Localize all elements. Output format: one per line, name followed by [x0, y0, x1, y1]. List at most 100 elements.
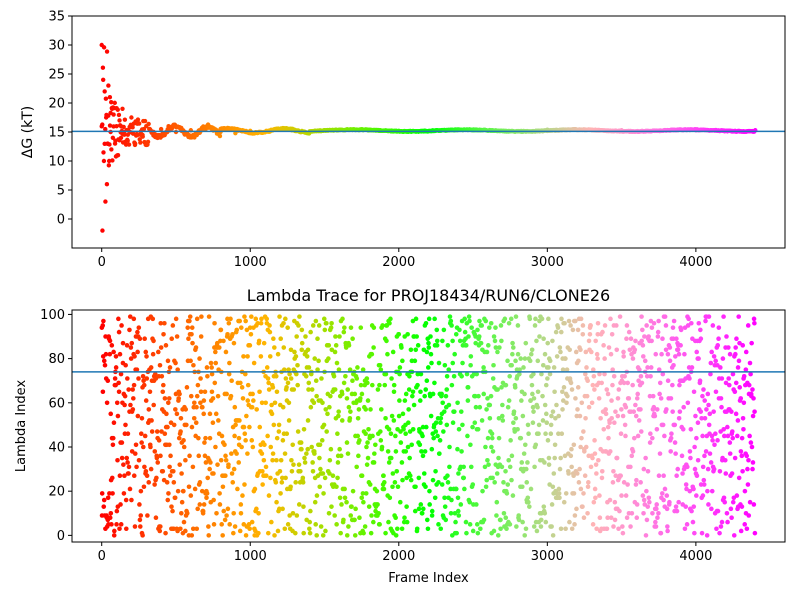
lambda-point [123, 526, 129, 532]
lambda-point [628, 464, 633, 470]
lambda-point [450, 360, 456, 366]
lambda-point [642, 358, 648, 364]
lambda-point [187, 314, 193, 319]
lambda-point [365, 440, 370, 445]
lambda-point [156, 349, 161, 355]
delta-g-y-tick-label: 0 [57, 213, 65, 228]
lambda-point [101, 497, 107, 503]
lambda-point [661, 473, 666, 479]
lambda-point [433, 420, 439, 425]
lambda-point [593, 462, 599, 467]
delta-g-point [117, 138, 122, 143]
lambda-point [477, 404, 483, 410]
lambda-point [185, 325, 191, 330]
lambda-point [321, 316, 327, 322]
lambda-point [551, 365, 557, 370]
lambda-point [155, 460, 161, 465]
lambda-point [563, 491, 569, 496]
lambda-point [324, 429, 329, 434]
lambda-point [341, 329, 347, 335]
lambda-point [500, 418, 506, 423]
delta-g-point [217, 133, 223, 139]
lambda-point [583, 371, 588, 377]
lambda-point [238, 502, 244, 507]
lambda-point [255, 320, 260, 326]
lambda-point [163, 343, 169, 348]
lambda-point [371, 519, 376, 525]
lambda-point [322, 327, 328, 333]
lambda-point [561, 499, 567, 505]
lambda-point [363, 407, 369, 412]
lambda-point [647, 440, 653, 445]
lambda-point [644, 488, 649, 494]
lambda-point [494, 471, 500, 476]
lambda-point [323, 407, 329, 412]
lambda-point [327, 404, 332, 410]
lambda-point [514, 524, 519, 529]
lambda-point [154, 429, 160, 434]
lambda-point [654, 407, 660, 412]
lambda-point [211, 497, 216, 503]
lambda-point [557, 495, 562, 501]
lambda-point [410, 393, 415, 399]
lambda-point [639, 338, 645, 344]
lambda-point [659, 351, 664, 357]
lambda-point [308, 508, 313, 514]
lambda-point [489, 431, 495, 437]
lambda-point [174, 411, 180, 417]
lambda-point [380, 323, 385, 328]
lambda-point [516, 517, 522, 523]
lambda-point [233, 422, 238, 428]
lambda-point [409, 442, 415, 448]
lambda-point [429, 508, 435, 514]
lambda-point [206, 314, 212, 319]
lambda-point [488, 393, 494, 399]
lambda-point [660, 371, 666, 377]
lambda-point [650, 510, 655, 516]
lambda-point [578, 316, 584, 322]
lambda-point [505, 358, 510, 364]
lambda-point [404, 504, 409, 509]
lambda-point [225, 332, 230, 337]
lambda-point [644, 323, 649, 328]
lambda-point [393, 533, 399, 538]
lambda-point [729, 409, 734, 414]
lambda-point [451, 373, 457, 379]
lambda-point [131, 382, 137, 388]
lambda-point [512, 385, 518, 390]
lambda-point [511, 409, 517, 414]
lambda-point [152, 371, 158, 377]
lambda-point [336, 409, 341, 414]
lambda-point [501, 480, 506, 485]
lambda-point [324, 320, 329, 326]
lambda-point [463, 343, 469, 348]
lambda-point [585, 378, 590, 384]
lambda-point [102, 362, 108, 368]
lambda-point [658, 396, 664, 401]
lambda-point [686, 316, 691, 322]
lambda-point [397, 365, 403, 370]
lambda-point [436, 480, 441, 485]
lambda-point [231, 530, 236, 536]
lambda-point [179, 499, 185, 505]
lambda-point [572, 513, 578, 518]
lambda-point [142, 336, 147, 342]
lambda-point [268, 444, 274, 450]
lambda-point [111, 349, 116, 355]
lambda-point [199, 488, 205, 494]
lambda-point [683, 482, 689, 487]
lambda-point [193, 345, 199, 350]
delta-g-y-tick-label: 15 [48, 126, 65, 141]
lambda-point [628, 336, 634, 342]
lambda-point [596, 396, 602, 401]
lambda-point [678, 327, 684, 333]
lambda-point [265, 530, 271, 536]
lambda-point [305, 347, 311, 353]
lambda-point [529, 382, 535, 388]
lambda-point [305, 418, 311, 423]
lambda-point [648, 373, 653, 379]
lambda-point [629, 453, 635, 459]
lambda-point [325, 411, 330, 417]
lambda-point [240, 396, 246, 401]
lambda-point [119, 455, 125, 461]
